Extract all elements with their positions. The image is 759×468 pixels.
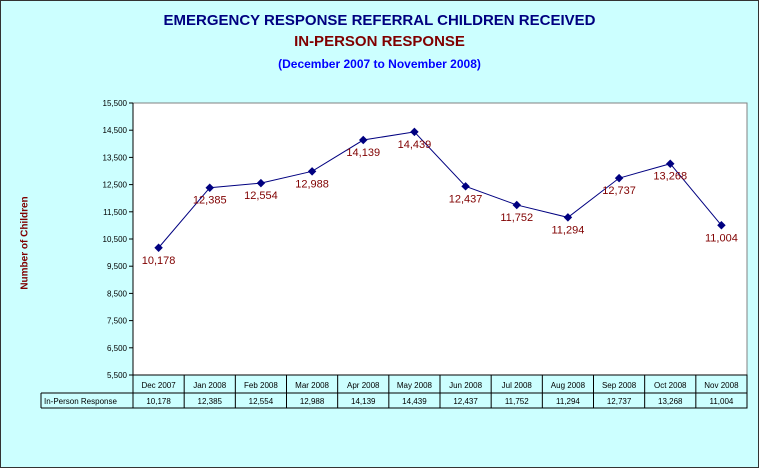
y-tick-label: 12,500 bbox=[103, 181, 128, 190]
chart-title: EMERGENCY RESPONSE REFERRAL CHILDREN REC… bbox=[163, 12, 596, 29]
data-point bbox=[205, 183, 214, 192]
y-tick-label: 5,500 bbox=[107, 371, 128, 380]
data-label: 11,294 bbox=[552, 224, 585, 236]
data-label: 14,139 bbox=[346, 147, 380, 159]
data-label: 12,385 bbox=[193, 195, 227, 207]
data-table-value: 11,294 bbox=[556, 397, 580, 406]
x-tick-label: Sep 2008 bbox=[602, 381, 637, 390]
data-table-value: 12,385 bbox=[198, 397, 223, 406]
data-table-value: 14,439 bbox=[402, 397, 427, 406]
data-point bbox=[307, 167, 317, 176]
y-tick-label: 6,500 bbox=[107, 344, 128, 353]
data-label: 13,268 bbox=[653, 171, 687, 183]
y-tick-label: 15,500 bbox=[103, 99, 128, 108]
data-label: 12,554 bbox=[244, 190, 278, 202]
y-tick-label: 13,500 bbox=[103, 153, 128, 162]
series-line bbox=[158, 131, 722, 249]
data-table-value: 11,752 bbox=[505, 397, 529, 406]
data-label: 12,437 bbox=[449, 193, 483, 205]
data-table-value: 12,554 bbox=[249, 397, 274, 406]
data-point bbox=[256, 178, 266, 188]
y-tick-label: 9,500 bbox=[107, 262, 128, 271]
data-table-value: 14,139 bbox=[351, 397, 376, 406]
data-table-value: 12,437 bbox=[453, 397, 478, 406]
x-tick-label: Jan 2008 bbox=[193, 381, 226, 390]
data-label: 14,439 bbox=[398, 139, 432, 151]
y-tick-label: 8,500 bbox=[107, 289, 128, 298]
data-point bbox=[359, 135, 368, 145]
y-tick-label: 14,500 bbox=[103, 126, 128, 135]
data-label: 12,988 bbox=[295, 178, 329, 190]
data-table-series-name: In-Person Response bbox=[44, 397, 117, 406]
data-label: 11,004 bbox=[705, 232, 738, 244]
data-point bbox=[154, 243, 163, 253]
x-tick-label: Aug 2008 bbox=[551, 381, 586, 390]
data-table-value: 12,988 bbox=[300, 397, 325, 406]
data-point bbox=[461, 182, 470, 191]
x-tick-label: Jul 2008 bbox=[502, 381, 533, 390]
data-table-value: 11,004 bbox=[709, 397, 733, 406]
data-table-value: 13,268 bbox=[658, 397, 683, 406]
y-tick-label: 7,500 bbox=[107, 317, 128, 326]
data-label: 10,178 bbox=[142, 255, 176, 267]
x-tick-label: Mar 2008 bbox=[295, 381, 329, 390]
y-tick-label: 11,500 bbox=[103, 208, 127, 217]
chart-date-range: (December 2007 to November 2008) bbox=[278, 57, 481, 71]
data-label: 12,737 bbox=[602, 185, 636, 197]
data-label: 11,752 bbox=[500, 212, 533, 224]
x-tick-label: May 2008 bbox=[397, 381, 433, 390]
chart-subtitle: IN-PERSON RESPONSE bbox=[294, 33, 465, 50]
plot-area bbox=[132, 102, 748, 376]
x-tick-label: Dec 2007 bbox=[141, 381, 176, 390]
x-tick-label: Nov 2008 bbox=[704, 381, 739, 390]
x-tick-label: Jun 2008 bbox=[449, 381, 482, 390]
x-tick-label: Apr 2008 bbox=[347, 381, 380, 390]
x-tick-label: Feb 2008 bbox=[244, 381, 278, 390]
y-tick-label: 10,500 bbox=[103, 235, 128, 244]
data-table-value: 10,178 bbox=[146, 397, 171, 406]
x-tick-label: Oct 2008 bbox=[654, 381, 687, 390]
data-table-value: 12,737 bbox=[607, 397, 632, 406]
